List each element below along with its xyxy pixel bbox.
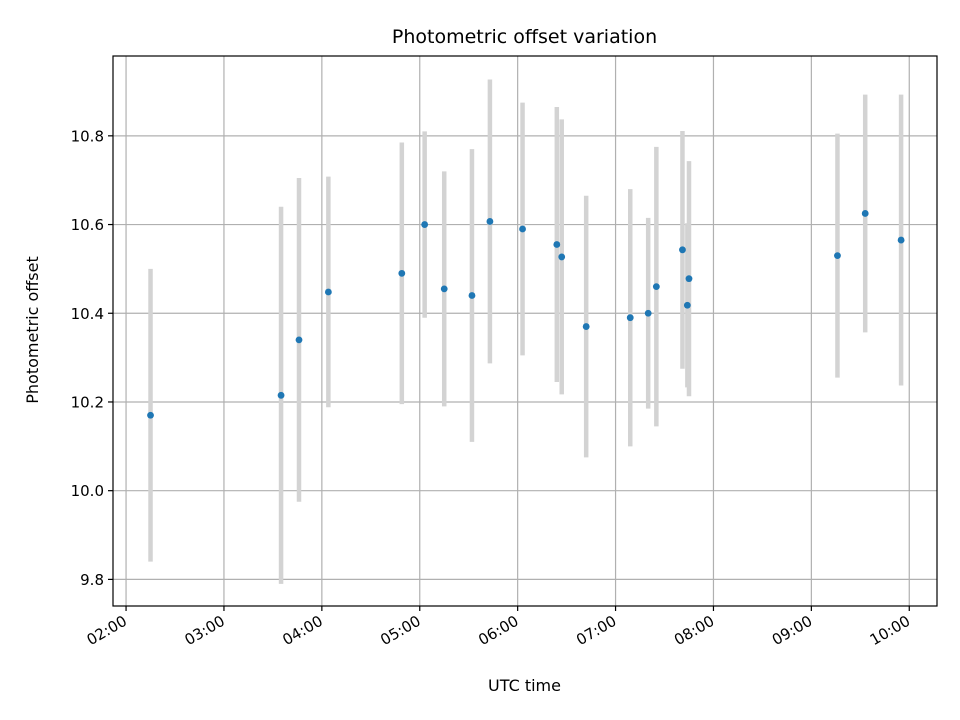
data-point bbox=[421, 221, 429, 228]
y-tick-label: 10.6 bbox=[71, 216, 104, 234]
data-point bbox=[582, 323, 590, 330]
x-tick-label: 08:00 bbox=[671, 612, 717, 649]
x-tick-label: 10:00 bbox=[867, 612, 913, 649]
data-points bbox=[147, 210, 905, 419]
x-tick-label: 05:00 bbox=[377, 612, 423, 649]
y-tick-label: 10.2 bbox=[71, 393, 104, 411]
data-point bbox=[626, 314, 634, 322]
x-tick-label: 09:00 bbox=[769, 612, 815, 649]
data-point bbox=[679, 246, 686, 254]
x-tick-label: 02:00 bbox=[84, 612, 130, 649]
x-axis-ticks: 02:00 03:00 04:00 05:00 06:00 07:00 08:00 09:00… bbox=[84, 606, 913, 649]
chart-title: Photometric offset variation bbox=[392, 26, 657, 48]
grid bbox=[113, 56, 937, 606]
x-tick-label: 07:00 bbox=[573, 612, 619, 649]
data-point bbox=[683, 301, 691, 309]
plot-frame bbox=[112, 55, 938, 607]
data-point bbox=[324, 288, 332, 296]
data-point bbox=[861, 210, 869, 217]
error-bars bbox=[148, 79, 904, 584]
data-point bbox=[685, 275, 693, 283]
data-point bbox=[558, 253, 566, 261]
y-axis-title: Photometric offset bbox=[23, 256, 42, 404]
data-point bbox=[398, 269, 406, 277]
x-tick-label: 04:00 bbox=[279, 612, 325, 649]
data-point bbox=[897, 236, 905, 244]
data-point bbox=[295, 336, 303, 344]
y-axis-ticks: 9.8 10.0 10.2 10.4 10.6 10.8 bbox=[71, 127, 113, 589]
x-tick-label: 03:00 bbox=[182, 612, 228, 649]
data-point bbox=[652, 283, 660, 291]
y-tick-label: 10.4 bbox=[71, 305, 104, 323]
data-point bbox=[834, 252, 841, 259]
data-point bbox=[519, 225, 526, 233]
data-point bbox=[147, 411, 154, 419]
data-point bbox=[440, 285, 448, 293]
y-tick-label: 10.0 bbox=[71, 482, 104, 500]
data-point bbox=[277, 391, 285, 399]
data-point bbox=[468, 292, 476, 299]
y-tick-label: 9.8 bbox=[80, 571, 104, 589]
data-point bbox=[486, 218, 494, 225]
data-point bbox=[644, 309, 652, 317]
y-tick-label: 10.8 bbox=[71, 127, 104, 145]
data-point bbox=[553, 241, 561, 248]
x-axis-title: UTC time bbox=[488, 676, 561, 695]
x-tick-label: 06:00 bbox=[475, 612, 521, 649]
